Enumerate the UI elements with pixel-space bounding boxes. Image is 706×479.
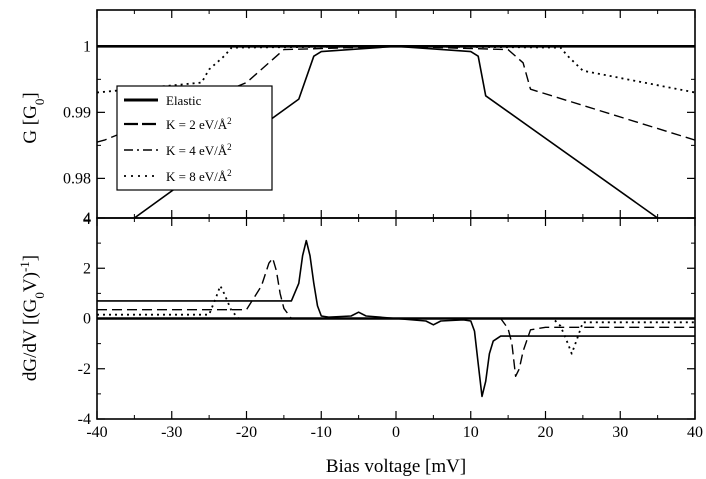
top-y-tick-label: 0.99 (63, 104, 91, 121)
legend-label-elastic: Elastic (166, 93, 202, 108)
bottom-y-tick-label: -2 (78, 361, 91, 378)
bottom-y-tick-label: 0 (83, 311, 91, 328)
bottom-y-tick-label: -4 (78, 411, 91, 428)
x-tick-label: 40 (687, 424, 703, 441)
legend: Elastic K = 2 eV/Å2 K = 4 eV/Å2 K = 8 eV… (116, 85, 273, 191)
top-y-tick-label: 4 (83, 211, 91, 228)
x-tick-label: -40 (86, 424, 107, 441)
top-y-axis-label: G [G0] (20, 92, 47, 143)
x-tick-label: -10 (311, 424, 332, 441)
legend-label-k4: K = 4 eV/Å2 (166, 142, 232, 158)
x-tick-label: 30 (612, 424, 628, 441)
x-tick-label: -20 (236, 424, 257, 441)
bottom-series-k4 (97, 257, 695, 377)
bottom-y-axis-label: dG/dV [(G0V)-1] (17, 255, 47, 381)
bottom-y-tick-label: 4 (83, 210, 91, 227)
top-y-tick-label: 0.98 (63, 170, 91, 187)
x-axis-label: Bias voltage [mV] (326, 456, 466, 477)
x-tick-label: 0 (392, 424, 400, 441)
bottom-y-tick-label: 2 (83, 260, 91, 277)
top-y-tick-label: 1 (83, 38, 91, 55)
legend-label-k2: K = 2 eV/Å2 (166, 116, 232, 132)
legend-box (116, 85, 273, 191)
x-tick-label: 20 (538, 424, 554, 441)
x-tick-label: -30 (161, 424, 182, 441)
legend-label-k8: K = 8 eV/Å2 (166, 168, 232, 184)
x-tick-label: 10 (463, 424, 479, 441)
